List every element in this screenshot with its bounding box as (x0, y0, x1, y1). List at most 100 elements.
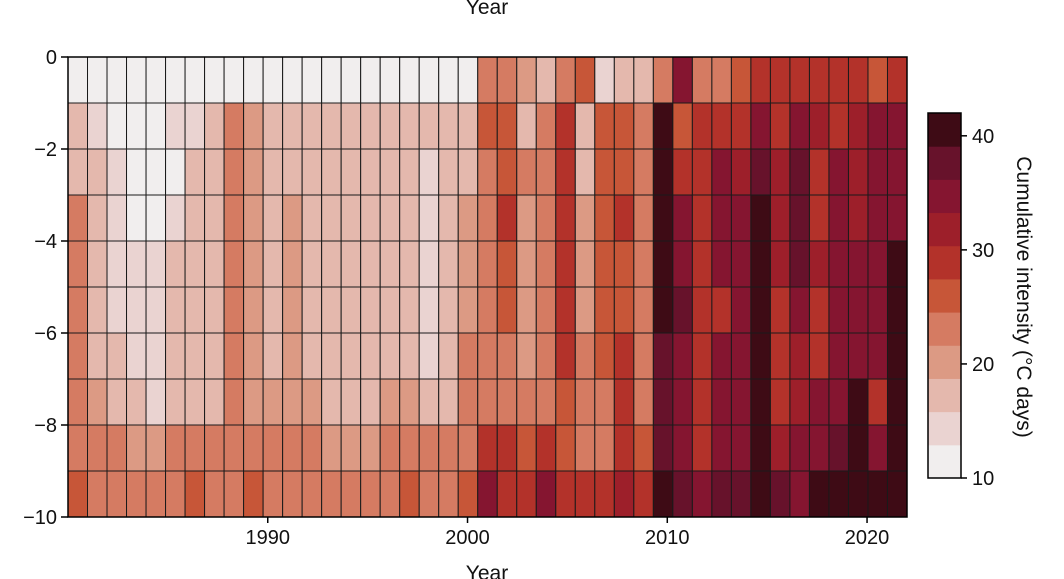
heatmap-cell (87, 240, 108, 288)
heatmap-cell (789, 194, 810, 242)
heatmap-cell (886, 102, 908, 150)
heatmap-cell (360, 424, 381, 472)
heatmap-cell (340, 194, 362, 242)
heatmap-cell (67, 286, 89, 334)
heatmap-cell (360, 286, 381, 334)
heatmap-cell (321, 378, 342, 426)
heatmap-cell (828, 378, 849, 426)
heatmap-cell (594, 424, 615, 472)
heatmap-cell (418, 194, 440, 242)
heatmap-cell (477, 194, 498, 242)
heatmap-cell (633, 56, 654, 104)
heatmap-cell (457, 240, 479, 288)
heatmap-cell (87, 194, 108, 242)
heatmap-cell (516, 378, 537, 426)
heatmap-cell (379, 286, 401, 334)
heatmap-cell (399, 470, 420, 518)
heatmap-cell (808, 240, 830, 288)
heatmap-cell (67, 378, 89, 426)
heatmap-cell (633, 102, 654, 150)
heatmap-cell (438, 56, 459, 104)
heatmap-cell (438, 378, 459, 426)
heatmap-cell (711, 148, 732, 196)
heatmap-cell (457, 148, 479, 196)
heatmap-cell (808, 470, 830, 518)
heatmap-cell (399, 102, 420, 150)
heatmap-cell (67, 424, 89, 472)
y-tick-label: −2 (34, 139, 57, 161)
heatmap-cell (204, 470, 225, 518)
heatmap-cell (711, 194, 732, 242)
heatmap-cell (574, 470, 596, 518)
heatmap-cell (165, 332, 186, 380)
y-axis: 0 −2 −4 −6 −8 −10 (23, 47, 68, 529)
heatmap-cell (399, 332, 420, 380)
heatmap-cell (691, 56, 713, 104)
heatmap-cell (555, 378, 576, 426)
heatmap-cell (769, 194, 791, 242)
heatmap-cell (691, 194, 713, 242)
heatmap-cell (126, 470, 147, 518)
heatmap-cell (262, 102, 284, 150)
x-tick-label: 1990 (246, 527, 291, 549)
heatmap-cell (847, 470, 869, 518)
heatmap-cell (613, 56, 635, 104)
heatmap-cell (847, 148, 869, 196)
heatmap-cell (438, 240, 459, 288)
heatmap-cell (438, 194, 459, 242)
heatmap-cell (535, 240, 557, 288)
heatmap-cell (399, 424, 420, 472)
heatmap-cell (535, 332, 557, 380)
heatmap-cell (223, 378, 245, 426)
heatmap-cell (789, 286, 810, 334)
heatmap-cell (106, 148, 128, 196)
x-tick-label: 2020 (845, 527, 890, 549)
heatmap-cell (457, 470, 479, 518)
y-tick-label: −10 (23, 507, 57, 529)
heatmap-cell (184, 470, 206, 518)
heatmap-cell (769, 286, 791, 334)
heatmap-cell (691, 470, 713, 518)
heatmap-cell (262, 148, 284, 196)
heatmap-cell (789, 470, 810, 518)
heatmap-cell (262, 194, 284, 242)
heatmap-cell (457, 332, 479, 380)
heatmap-cell (613, 194, 635, 242)
heatmap-cell (808, 194, 830, 242)
heatmap-cell (672, 56, 693, 104)
heatmap-cell (321, 470, 342, 518)
heatmap-cell (574, 378, 596, 426)
heatmap-cell (594, 194, 615, 242)
heatmap-cell (886, 194, 908, 242)
heatmap-cell (594, 148, 615, 196)
heatmap-cell (204, 332, 225, 380)
heatmap-cell (223, 470, 245, 518)
heatmap-cell (243, 148, 264, 196)
heatmap-cell (477, 332, 498, 380)
heatmap-cell (496, 286, 518, 334)
heatmap-cell (321, 424, 342, 472)
heatmap-cell (691, 240, 713, 288)
colorbar-tick-label: 30 (972, 240, 994, 262)
heatmap-cell (828, 286, 849, 334)
heatmap-cell (243, 332, 264, 380)
heatmap-cell (126, 286, 147, 334)
heatmap-cell (633, 470, 654, 518)
heatmap-cell (789, 148, 810, 196)
heatmap-cell (223, 332, 245, 380)
heatmap-cell (87, 286, 108, 334)
heatmap-cell (672, 102, 693, 150)
heatmap-cell (652, 332, 674, 380)
heatmap-cell (282, 470, 303, 518)
colorbar-segment (928, 378, 961, 413)
heatmap-cell (165, 286, 186, 334)
heatmap-cell (769, 102, 791, 150)
heatmap-cell (321, 56, 342, 104)
heatmap-cell (165, 470, 186, 518)
heatmap-cell (145, 102, 167, 150)
heatmap-cell (457, 56, 479, 104)
heatmap-cell (457, 378, 479, 426)
heatmap-cell (633, 332, 654, 380)
heatmap-cell (360, 148, 381, 196)
